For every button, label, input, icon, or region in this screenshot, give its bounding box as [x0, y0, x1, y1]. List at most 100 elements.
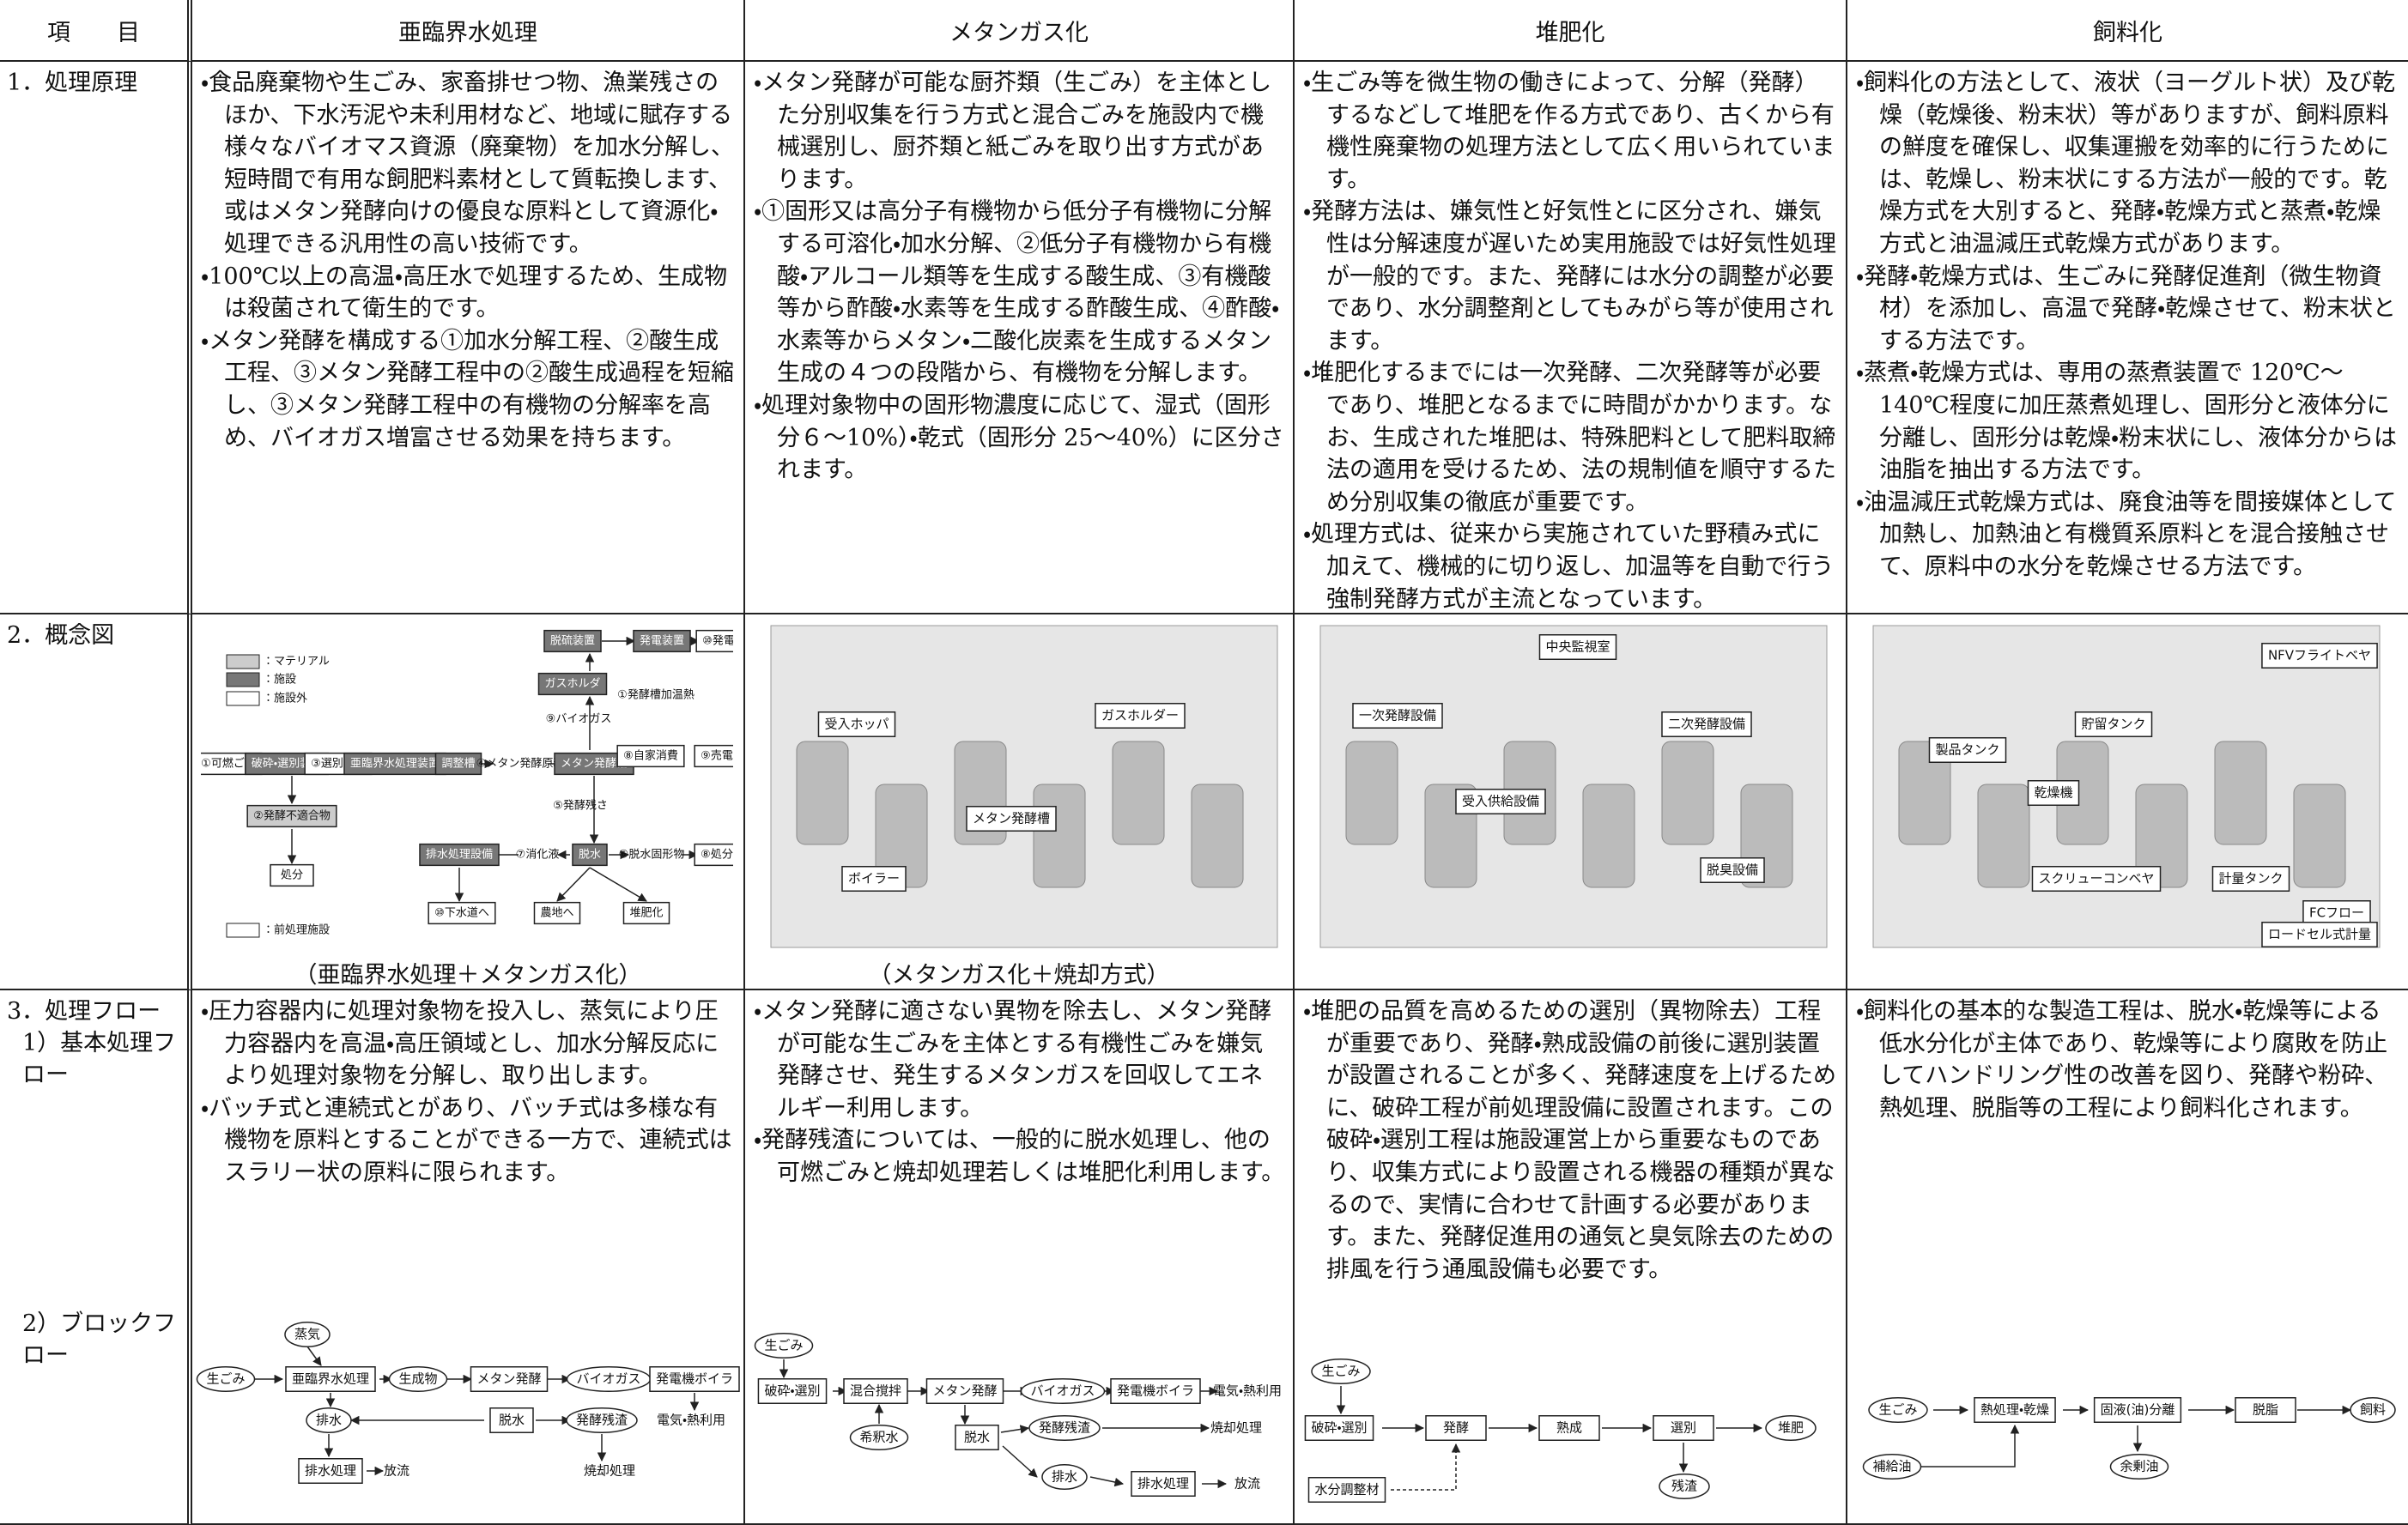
diagram-node: [1700, 857, 1765, 883]
bullet-text: ・発酵残渣については、一般的に脱水処理し、他の可燃ごみと焼却処理若しくは堆肥化利…: [754, 1127, 1285, 1186]
node-label: 製品タンク: [1935, 742, 1999, 758]
node-label: 農地へ: [540, 907, 573, 920]
node-label: バイオガス: [576, 1371, 640, 1387]
node-label: メタン発酵: [932, 1383, 997, 1399]
flow-arrow: [1391, 1443, 1461, 1491]
text-cell: ・食品廃棄物や生ごみ、家畜排せつ物、漁業残さのほか、下水汚泥や未利用材など、地域…: [192, 62, 745, 614]
node-shape: [537, 672, 608, 696]
node-label: 発電機ボイラ: [656, 1371, 733, 1387]
diagram-node: [1110, 1378, 1201, 1404]
node-label: 発酵残渣: [1039, 1420, 1090, 1436]
node-label: 一次発酵設備: [1359, 708, 1436, 723]
node-label: 脱脂: [2253, 1402, 2278, 1418]
node-label: ①発酵槽加温熱: [617, 689, 694, 702]
node-shape: [434, 752, 482, 776]
flow-cell: ・飼料化の基本的な製造工程は、脱水・乾燥等による低水分化が主体であり、乾燥等によ…: [1847, 990, 2408, 1525]
node-label: 発酵: [1443, 1420, 1469, 1436]
node-shape: [1659, 1474, 1710, 1499]
bullet-text: ・蒸煮・乾燥方式は、専用の蒸煮装置で 120℃～140℃程度に加圧蒸煮処理し、固…: [1856, 360, 2398, 484]
node-label: ⑩発電: [702, 635, 733, 648]
diagram-node: [843, 1378, 908, 1404]
diagram-node: [572, 843, 608, 867]
diagram-node: [543, 629, 602, 653]
equipment-shape: [796, 741, 849, 845]
node-shape: [1653, 1415, 1714, 1441]
node-label: ⑧自家消費: [623, 750, 678, 763]
row-label: 2．概念図: [7, 622, 115, 649]
node-shape: [285, 1366, 376, 1392]
diagram-node: [196, 1366, 256, 1392]
diagram-node: [1653, 1415, 1714, 1441]
node-shape: [754, 1333, 814, 1359]
bullet-text: ・油温減圧式乾燥方式は、廃食油等を間接媒体として加熱し、加熱油と有機質系原料とを…: [1856, 488, 2397, 580]
node-shape: [1311, 1359, 1371, 1384]
node-shape: [2350, 1397, 2396, 1423]
diagram-node: [2211, 866, 2290, 892]
row-label: 1．処理原理: [7, 70, 138, 96]
diagram-node: [428, 901, 496, 925]
node-label: 電気・熱利用: [1213, 1383, 1282, 1399]
node-label: 脱水: [579, 849, 601, 862]
node-label: FCフロー: [2309, 905, 2364, 921]
node-label: ロードセル式計量: [2268, 927, 2371, 942]
node-label: ⑦消化液: [516, 849, 560, 862]
node-label: メタン発酵槽: [973, 811, 1050, 826]
equipment-shape: [1112, 741, 1165, 845]
diagram-node: [1765, 1415, 1817, 1441]
illustration: [1319, 625, 1828, 948]
node-shape: [343, 752, 446, 776]
node-label: 排水: [316, 1413, 342, 1428]
bullet-text: ・バッチ式と連続式とがあり、バッチ式は多様な有機物を原料とすることができる一方で…: [201, 1094, 732, 1186]
node-shape: [1700, 857, 1765, 883]
flow-cell: ・メタン発酵に適さない異物を除去し、メタン発酵が可能な生ごみを主体とする有機性ご…: [745, 990, 1295, 1525]
diagram-node: [1311, 1359, 1371, 1384]
node-label: バイオガス: [1030, 1383, 1095, 1399]
node-label: 堆肥化: [629, 907, 663, 920]
node-label: ガスホルダー: [1101, 708, 1179, 723]
node-shape: [1095, 703, 1186, 729]
node-label: 飼料: [2360, 1402, 2386, 1418]
header-text: メタンガス化: [949, 19, 1089, 46]
node-shape: [1538, 634, 1617, 660]
node-label: 脱硫装置: [550, 635, 595, 648]
diagram-node: [1661, 711, 1752, 737]
diagram-node: [694, 843, 733, 867]
bullet-text: ・飼料化の基本的な製造工程は、脱水・乾燥等による低水分化が主体であり、乾燥等によ…: [1856, 998, 2388, 1122]
flow-arrow: [556, 867, 591, 902]
node-label: ：前処理施設: [263, 923, 330, 937]
diagram-node: [434, 752, 482, 776]
node-label: 受入供給設備: [1462, 794, 1539, 809]
diagram-node: [246, 804, 337, 828]
node-label: 脱臭設備: [1707, 862, 1758, 878]
node-label: 選別: [1671, 1420, 1696, 1436]
node-shape: [566, 1407, 638, 1433]
equipment-shape: [1661, 741, 1714, 845]
node-shape: [1041, 1464, 1088, 1490]
diagram-node: [2074, 711, 2153, 737]
node-label: ：施設外: [263, 693, 307, 705]
bullet-text: ・堆肥の品質を高めるための選別（異物除去）工程が重要であり、発酵・熟成設備の前後…: [1303, 998, 1836, 1283]
diagram-node: [388, 1366, 448, 1392]
node-label: 水分調整材: [1314, 1482, 1379, 1498]
header-text: 亜臨界水処理: [398, 19, 537, 46]
text-cell: ・飼料化の方法として、液状（ヨーグルト状）及び乾燥（乾燥後、粉末状）等があります…: [1847, 62, 2408, 614]
node-label: 排水処理: [1137, 1476, 1189, 1492]
node-label: 生ごみ: [1878, 1402, 1917, 1418]
diagram-node: [695, 629, 733, 653]
bullet-text: ・処理方式は、従来から実施されていた野積み式に加えて、機械的に切り返し、加温等を…: [1303, 521, 1835, 613]
node-shape: [2031, 866, 2162, 892]
node-label: 焼却処理: [584, 1463, 635, 1479]
node-label: 混合撹拌: [850, 1383, 901, 1399]
node-label: 生ごみ: [764, 1338, 803, 1353]
node-label: 調整槽: [441, 758, 475, 771]
node-label: 発電装置: [640, 635, 684, 648]
node-label: 電気・熱利用: [657, 1413, 725, 1428]
node-shape: [2261, 922, 2378, 947]
equipment-shape: [1582, 784, 1635, 888]
node-shape: [270, 863, 314, 887]
node-label: 放流: [1234, 1476, 1260, 1492]
equipment-shape: [1345, 741, 1398, 845]
